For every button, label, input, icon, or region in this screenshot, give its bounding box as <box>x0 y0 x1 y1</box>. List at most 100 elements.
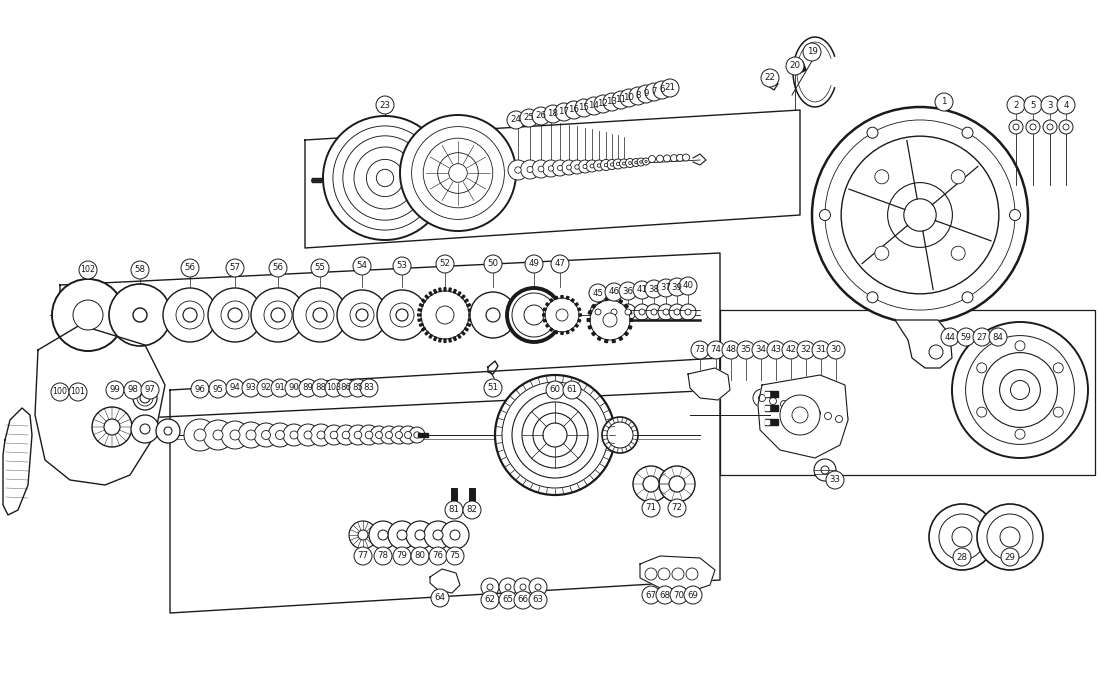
Circle shape <box>1047 124 1053 130</box>
Circle shape <box>406 521 434 549</box>
Polygon shape <box>591 305 596 308</box>
Circle shape <box>355 547 372 565</box>
Polygon shape <box>765 420 768 424</box>
Text: 71: 71 <box>645 503 656 512</box>
Circle shape <box>520 584 526 590</box>
Circle shape <box>411 547 429 565</box>
Circle shape <box>557 165 563 171</box>
Polygon shape <box>598 337 601 340</box>
Circle shape <box>595 309 601 315</box>
Polygon shape <box>444 339 446 342</box>
Circle shape <box>814 410 820 417</box>
Circle shape <box>671 154 677 162</box>
Text: 19: 19 <box>807 48 817 57</box>
Circle shape <box>484 255 502 273</box>
Text: 93: 93 <box>246 383 257 393</box>
Circle shape <box>1054 407 1064 417</box>
Circle shape <box>764 392 782 410</box>
Circle shape <box>548 166 554 171</box>
Circle shape <box>385 432 392 438</box>
Circle shape <box>268 423 292 447</box>
Text: 64: 64 <box>435 594 446 602</box>
Circle shape <box>505 584 511 590</box>
Circle shape <box>1043 120 1057 134</box>
Circle shape <box>1007 96 1025 114</box>
Circle shape <box>780 395 820 435</box>
Text: 36: 36 <box>622 286 633 296</box>
Circle shape <box>397 530 407 540</box>
Circle shape <box>524 305 544 325</box>
Circle shape <box>646 304 662 320</box>
Circle shape <box>575 165 579 169</box>
Circle shape <box>348 425 368 445</box>
Text: 61: 61 <box>567 385 578 395</box>
Polygon shape <box>624 305 629 308</box>
Circle shape <box>499 578 517 596</box>
Polygon shape <box>430 569 460 593</box>
Text: 34: 34 <box>755 346 766 354</box>
Circle shape <box>629 87 647 105</box>
Circle shape <box>781 400 787 408</box>
Text: 56: 56 <box>273 264 283 273</box>
Text: 56: 56 <box>185 264 196 273</box>
Polygon shape <box>560 332 563 335</box>
Circle shape <box>663 309 669 315</box>
Polygon shape <box>3 408 32 515</box>
Circle shape <box>275 430 284 439</box>
Circle shape <box>935 93 953 111</box>
Circle shape <box>251 288 305 342</box>
Polygon shape <box>438 288 442 292</box>
Circle shape <box>803 43 821 61</box>
Text: 98: 98 <box>128 385 139 395</box>
Text: 35: 35 <box>741 346 752 354</box>
Circle shape <box>52 279 124 351</box>
Circle shape <box>79 261 97 279</box>
Circle shape <box>388 521 416 549</box>
Text: 38: 38 <box>648 285 659 294</box>
Circle shape <box>69 383 87 401</box>
Circle shape <box>131 261 149 279</box>
Polygon shape <box>434 337 437 341</box>
Text: 80: 80 <box>414 551 425 561</box>
Circle shape <box>808 404 826 422</box>
Circle shape <box>593 160 604 171</box>
Circle shape <box>242 379 260 397</box>
Polygon shape <box>688 368 730 400</box>
Circle shape <box>395 432 403 438</box>
Circle shape <box>567 165 571 170</box>
Circle shape <box>770 398 776 404</box>
Circle shape <box>390 426 408 444</box>
Circle shape <box>337 379 355 397</box>
Text: 2: 2 <box>1013 100 1018 109</box>
Text: 39: 39 <box>672 283 683 292</box>
Circle shape <box>680 304 696 320</box>
Circle shape <box>228 308 242 322</box>
Circle shape <box>221 421 249 449</box>
Circle shape <box>484 379 502 397</box>
Circle shape <box>634 304 650 320</box>
Circle shape <box>51 383 69 401</box>
Circle shape <box>977 363 986 373</box>
Circle shape <box>546 381 564 399</box>
Circle shape <box>438 153 478 193</box>
Circle shape <box>226 379 244 397</box>
Circle shape <box>514 578 532 596</box>
Circle shape <box>753 389 771 407</box>
Text: 79: 79 <box>396 551 407 561</box>
Circle shape <box>952 527 972 547</box>
Circle shape <box>658 304 674 320</box>
Text: 91: 91 <box>274 383 285 393</box>
Text: 8: 8 <box>635 92 641 100</box>
Circle shape <box>481 578 499 596</box>
Circle shape <box>156 419 179 443</box>
Circle shape <box>312 379 330 397</box>
Text: 16: 16 <box>568 105 579 115</box>
Circle shape <box>359 425 379 445</box>
Circle shape <box>620 159 629 168</box>
Circle shape <box>866 292 877 303</box>
Circle shape <box>532 160 550 178</box>
Polygon shape <box>543 314 545 316</box>
Circle shape <box>617 163 620 165</box>
Circle shape <box>597 164 601 167</box>
Circle shape <box>81 308 95 322</box>
